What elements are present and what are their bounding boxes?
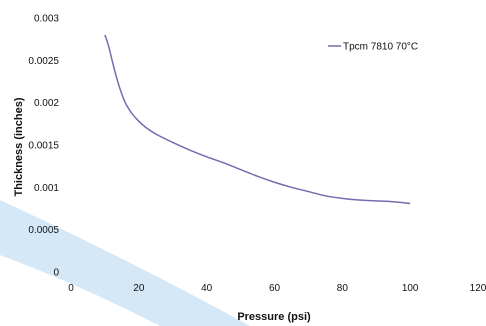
x-tick-label: 60 — [269, 283, 281, 294]
x-tick-label: 40 — [201, 283, 213, 294]
x-tick-label: 20 — [133, 283, 145, 294]
y-axis: 0 0.0005 0.001 0.0015 0.002 0.0025 0.003 — [28, 14, 59, 279]
y-tick-label: 0.0025 — [28, 56, 59, 67]
series-line — [104, 34, 411, 205]
legend: Tpcm 7810 70°C — [328, 42, 418, 53]
x-axis: 0 20 40 60 80 100 120 — [68, 283, 486, 294]
y-tick-label: 0.0015 — [28, 141, 59, 152]
x-tick-label: 0 — [68, 283, 74, 294]
y-tick-label: 0.0005 — [28, 225, 59, 236]
x-tick-label: 100 — [402, 283, 419, 294]
x-tick-label: 120 — [470, 283, 486, 294]
background-swoosh — [0, 200, 250, 326]
y-tick-label: 0.002 — [34, 98, 59, 109]
y-tick-label: 0 — [53, 268, 59, 279]
series-layer — [104, 34, 411, 205]
x-tick-label: 80 — [337, 283, 349, 294]
x-axis-title: Pressure (psi) — [237, 311, 311, 323]
y-tick-label: 0.001 — [34, 183, 59, 194]
legend-label: Tpcm 7810 70°C — [343, 42, 418, 53]
y-axis-title: Thickness (inches) — [13, 97, 25, 196]
y-tick-label: 0.003 — [34, 14, 59, 25]
